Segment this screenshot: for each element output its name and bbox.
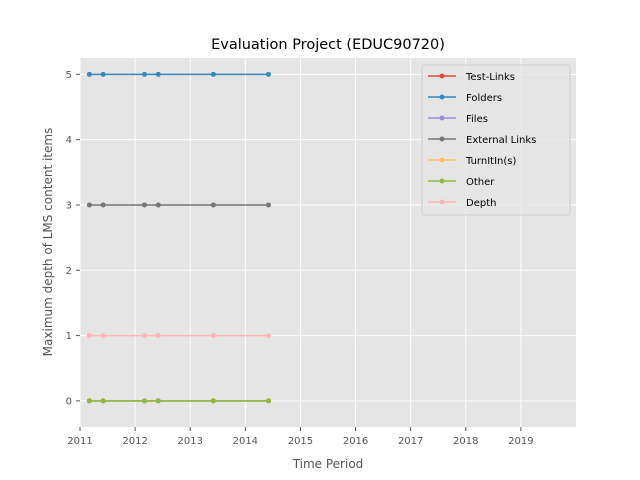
series-depth <box>86 333 271 339</box>
series-external-links <box>86 202 271 208</box>
data-point-other-0 <box>86 398 92 404</box>
legend: Test-Links Folders Files External Links Turn… <box>421 64 571 216</box>
data-point-depth-1 <box>100 333 106 339</box>
data-point-folders-0 <box>86 71 92 77</box>
x-tick-label-2014: 2014 <box>233 436 258 447</box>
data-point-external-links-2 <box>141 202 147 208</box>
series-layer <box>86 71 271 404</box>
data-point-folders-2 <box>141 71 147 77</box>
data-point-external-links-5 <box>265 202 271 208</box>
data-point-folders-3 <box>155 71 161 77</box>
y-axis-label: Maximum depth of LMS content items <box>41 128 55 357</box>
legend-label-test-links: Test-Links <box>465 72 515 83</box>
data-point-other-5 <box>265 398 271 404</box>
data-point-folders-1 <box>100 71 106 77</box>
legend-item-depth: Depth <box>428 198 496 209</box>
legend-label-turnitin-s: TurnItIn(s) <box>465 156 516 167</box>
y-tick-label-5: 5 <box>66 70 72 81</box>
data-point-folders-5 <box>265 71 271 77</box>
data-point-other-2 <box>141 398 147 404</box>
data-point-depth-0 <box>86 333 92 339</box>
legend-item-files: Files <box>428 114 488 125</box>
y-tick-label-1: 1 <box>66 331 72 342</box>
series-folders <box>86 71 271 77</box>
legend-label-external-links: External Links <box>466 135 536 146</box>
data-point-other-1 <box>100 398 106 404</box>
chart-title: Evaluation Project (EDUC90720) <box>211 37 445 53</box>
legend-item-turnitin-s: TurnItIn(s) <box>428 156 516 167</box>
y-axis-ticks: 0 1 2 3 4 5 <box>66 70 80 407</box>
legend-item-folders: Folders <box>428 93 502 104</box>
x-tick-label-2011: 2011 <box>67 436 92 447</box>
data-point-other-4 <box>210 398 216 404</box>
legend-label-files: Files <box>466 114 488 125</box>
legend-marker-other <box>439 178 445 184</box>
legend-label-other: Other <box>466 177 495 188</box>
legend-items: Test-Links Folders Files External Links Turn… <box>428 72 536 209</box>
legend-frame <box>421 64 571 216</box>
data-point-depth-2 <box>141 333 147 339</box>
x-tick-label-2015: 2015 <box>288 436 313 447</box>
x-tick-label-2013: 2013 <box>177 436 202 447</box>
legend-label-folders: Folders <box>466 93 502 104</box>
data-point-depth-3 <box>155 333 161 339</box>
x-tick-label-2018: 2018 <box>453 436 478 447</box>
x-tick-label-2019: 2019 <box>508 436 533 447</box>
series-other <box>86 398 271 404</box>
data-point-depth-5 <box>265 333 271 339</box>
x-axis-label: Time Period <box>292 457 364 471</box>
legend-marker-depth <box>439 199 445 205</box>
y-tick-label-4: 4 <box>66 135 72 146</box>
data-point-folders-4 <box>210 71 216 77</box>
legend-marker-files <box>439 115 445 121</box>
legend-marker-test-links <box>439 73 445 79</box>
data-point-external-links-4 <box>210 202 216 208</box>
data-point-depth-4 <box>210 333 216 339</box>
legend-item-other: Other <box>428 177 495 188</box>
y-tick-label-3: 3 <box>66 200 72 211</box>
legend-marker-folders <box>439 94 445 100</box>
data-point-other-3 <box>155 398 161 404</box>
x-axis-ticks: 2011 2012 2013 2014 2015 2016 2017 2018 2019 <box>67 427 534 447</box>
legend-marker-turnitin-s <box>439 157 445 163</box>
x-tick-label-2017: 2017 <box>398 436 423 447</box>
legend-marker-external-links <box>439 136 445 142</box>
legend-item-test-links: Test-Links <box>428 72 515 83</box>
legend-label-depth: Depth <box>466 198 496 209</box>
data-point-external-links-0 <box>86 202 92 208</box>
data-point-external-links-1 <box>100 202 106 208</box>
data-point-external-links-3 <box>155 202 161 208</box>
legend-item-external-links: External Links <box>428 135 536 146</box>
x-tick-label-2016: 2016 <box>343 436 368 447</box>
x-tick-label-2012: 2012 <box>122 436 147 447</box>
y-tick-label-2: 2 <box>66 266 72 277</box>
y-tick-label-0: 0 <box>66 396 72 407</box>
